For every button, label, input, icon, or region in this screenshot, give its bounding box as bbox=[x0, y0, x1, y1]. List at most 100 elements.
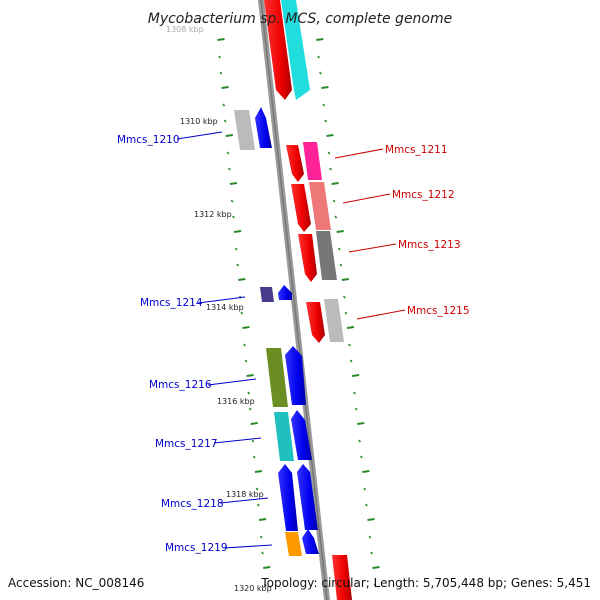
gene-label-mmcs-1216[interactable]: Mmcs_1216 bbox=[149, 379, 212, 391]
kbp-label: 1318 kbp bbox=[226, 490, 264, 499]
gene-arrow[interactable] bbox=[298, 234, 317, 282]
ruler-tick bbox=[226, 151, 230, 155]
ruler-tick bbox=[255, 487, 259, 491]
gene-arrow[interactable] bbox=[297, 464, 318, 530]
ruler-tick bbox=[258, 518, 267, 521]
ruler-tick bbox=[246, 374, 254, 377]
gene-label-mmcs-1217[interactable]: Mmcs_1217 bbox=[155, 438, 218, 450]
ruler-tick bbox=[332, 199, 336, 203]
cog-block bbox=[303, 142, 322, 180]
ruler-tick bbox=[339, 263, 343, 267]
gene-label-mmcs-1219[interactable]: Mmcs_1219 bbox=[165, 542, 228, 554]
gene-arrow[interactable] bbox=[291, 184, 311, 232]
gene-arrow[interactable] bbox=[264, 0, 292, 100]
ruler-tick bbox=[221, 86, 229, 89]
ruler-tick bbox=[353, 391, 356, 395]
ruler-tick bbox=[243, 343, 246, 347]
ruler-tick bbox=[358, 439, 362, 443]
ruler-tick bbox=[238, 278, 246, 281]
ruler-tick bbox=[319, 71, 322, 75]
gene-arrow[interactable] bbox=[286, 145, 304, 182]
ruler-tick bbox=[321, 86, 329, 89]
gene-label-mmcs-1215[interactable]: Mmcs_1215 bbox=[407, 305, 470, 317]
accession-text: Accession: NC_008146 bbox=[8, 576, 144, 590]
ruler-tick bbox=[373, 583, 377, 587]
ruler-tick bbox=[250, 422, 258, 425]
ruler-tick bbox=[327, 151, 331, 155]
gene-label-mmcs-1218[interactable]: Mmcs_1218 bbox=[161, 498, 224, 510]
map-title: Mycobacterium sp. MCS, complete genome bbox=[148, 11, 453, 27]
ruler-ticks bbox=[217, 38, 380, 587]
ruler-tick bbox=[324, 119, 327, 123]
gene-arrow[interactable] bbox=[302, 529, 319, 554]
ruler-tick bbox=[317, 55, 321, 59]
ruler-tick bbox=[322, 103, 326, 107]
ruler-tick bbox=[225, 134, 233, 137]
ruler-tick bbox=[344, 311, 348, 315]
cog-block bbox=[260, 287, 274, 302]
kbp-label: 1320 kbp bbox=[234, 584, 272, 593]
ruler-tick bbox=[368, 535, 372, 539]
gene-arrow[interactable] bbox=[278, 285, 292, 300]
gene-label-mmcs-1211[interactable]: Mmcs_1211 bbox=[385, 144, 448, 156]
ruler-tick bbox=[227, 167, 231, 171]
ruler-tick bbox=[367, 518, 375, 521]
kbp-labels: 1308 kbp 1310 kbp 1312 kbp 1314 kbp 1316… bbox=[166, 25, 272, 593]
cog-block bbox=[285, 532, 302, 556]
cog-block bbox=[316, 231, 337, 280]
ruler-tick bbox=[248, 407, 252, 411]
ruler-tick bbox=[348, 343, 351, 347]
ruler-tick bbox=[346, 326, 355, 329]
ruler-tick bbox=[370, 551, 374, 555]
gene-label-mmcs-1210[interactable]: Mmcs_1210 bbox=[117, 134, 180, 146]
backbone bbox=[258, 0, 330, 600]
gene-arrow[interactable] bbox=[306, 302, 325, 343]
gene-arrow[interactable] bbox=[291, 410, 312, 460]
cog-block bbox=[234, 110, 255, 150]
ruler-tick bbox=[218, 55, 221, 59]
ruler-tick bbox=[233, 230, 242, 233]
gene-arrow[interactable] bbox=[278, 464, 298, 531]
ruler-tick bbox=[337, 247, 341, 251]
ruler-tick bbox=[252, 455, 256, 459]
gene-arrow[interactable] bbox=[255, 107, 272, 148]
ruler-tick bbox=[261, 551, 264, 555]
ruler-tick bbox=[329, 167, 333, 171]
cog-block bbox=[266, 348, 288, 407]
ruler-tick bbox=[349, 359, 353, 363]
ruler-tick bbox=[240, 311, 244, 315]
ruler-tick bbox=[223, 119, 227, 123]
ruler-tick bbox=[222, 103, 226, 107]
ruler-tick bbox=[263, 566, 271, 569]
ruler-tick bbox=[341, 278, 350, 281]
ruler-tick bbox=[236, 263, 240, 267]
cog-block bbox=[281, 0, 310, 100]
ruler-tick bbox=[331, 182, 339, 185]
cog-block bbox=[324, 299, 344, 342]
ruler-tick bbox=[254, 470, 263, 473]
ruler-tick bbox=[316, 38, 324, 41]
kbp-label: 1316 kbp bbox=[217, 397, 255, 406]
gene-leader-lines bbox=[176, 131, 406, 549]
ruler-tick bbox=[251, 439, 255, 443]
ruler-tick bbox=[363, 487, 367, 491]
gene-arrow[interactable] bbox=[285, 346, 306, 405]
kbp-label: 1314 kbp bbox=[206, 303, 244, 312]
ruler-tick bbox=[244, 359, 248, 363]
kbp-label: 1310 kbp bbox=[180, 117, 218, 126]
ruler-tick bbox=[247, 391, 251, 395]
topology-text: Topology: circular; Length: 5,705,448 bp… bbox=[260, 576, 591, 590]
gene-label-mmcs-1214[interactable]: Mmcs_1214 bbox=[140, 297, 203, 309]
ruler-tick bbox=[372, 566, 380, 569]
ruler-tick bbox=[232, 215, 235, 219]
ruler-tick bbox=[357, 422, 365, 425]
ruler-tick bbox=[326, 134, 334, 137]
ruler-tick bbox=[257, 503, 260, 507]
ruler-tick bbox=[362, 470, 370, 473]
gene-arrow[interactable] bbox=[332, 555, 352, 600]
cog-block bbox=[309, 182, 331, 230]
gene-features bbox=[234, 0, 352, 600]
gene-label-mmcs-1212[interactable]: Mmcs_1212 bbox=[392, 189, 455, 201]
gene-label-mmcs-1213[interactable]: Mmcs_1213 bbox=[398, 239, 461, 251]
